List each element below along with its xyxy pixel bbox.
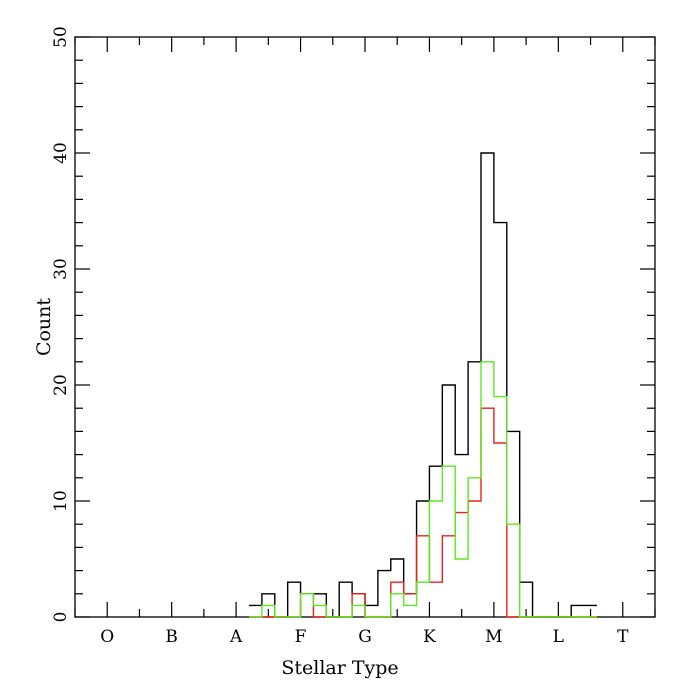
y-tick-label: 0 [51,612,71,623]
x-tick-label: B [165,627,178,647]
plot-frame [74,36,656,618]
x-tick-label: F [295,627,307,647]
x-tick-label: O [100,627,114,647]
series-3-step-line [249,361,597,618]
x-axis-title: Stellar Type [281,657,398,679]
x-tick-label: G [358,627,372,647]
x-tick-label: T [617,627,629,647]
x-tick-label: M [485,627,502,647]
y-tick-labels: 0 10 20 30 40 50 [51,26,71,622]
y-tick-label: 20 [51,374,71,396]
y-axis-title: Count [33,298,55,356]
x-tick-label: K [423,627,436,647]
series-1-step-line [249,152,597,618]
y-tick-label: 10 [51,490,71,512]
y-tick-label: 40 [51,142,71,164]
axis-ticks [74,36,656,618]
x-tick-label: L [553,627,564,647]
series-2-step-line [249,407,597,618]
x-tick-label: A [229,627,243,647]
series-layer [249,152,597,618]
y-tick-label: 30 [51,258,71,280]
y-tick-label: 50 [51,26,71,48]
